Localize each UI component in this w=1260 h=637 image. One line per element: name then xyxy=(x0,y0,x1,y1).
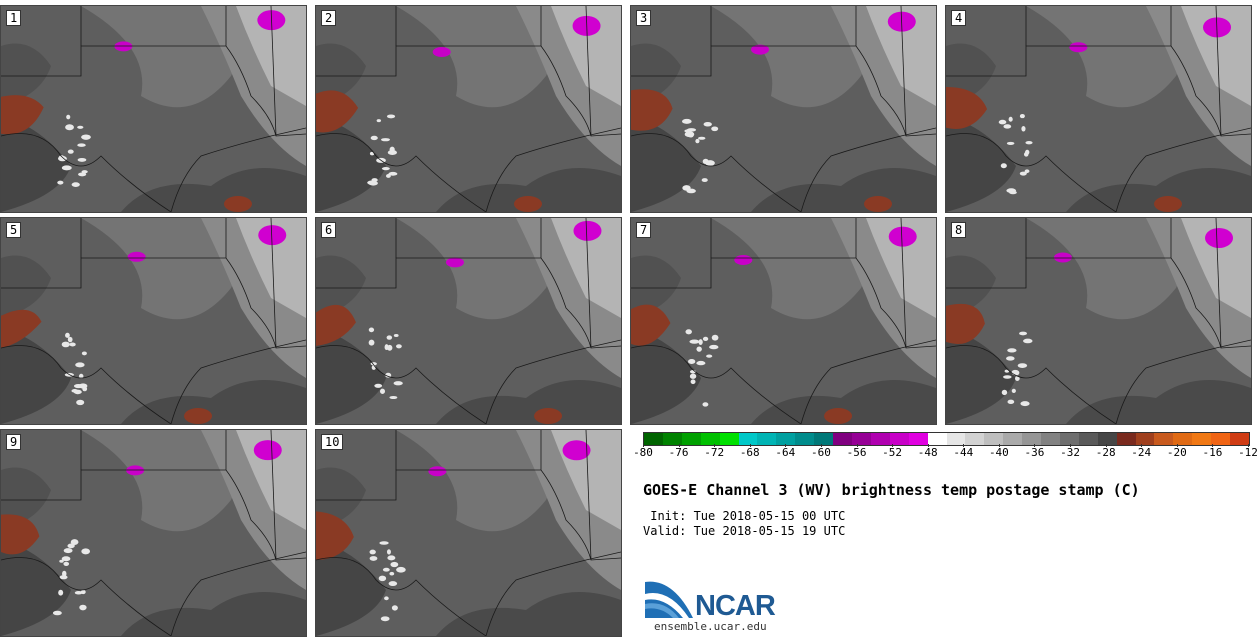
colorbar-tick-label: -12 xyxy=(1228,444,1260,459)
panel-number-label: 5 xyxy=(6,222,22,238)
colorbar-swatch xyxy=(908,433,928,445)
colorbar-swatch xyxy=(1192,433,1212,445)
panel-number-label: 2 xyxy=(321,10,337,26)
colorbar-swatch xyxy=(776,433,796,445)
colorbar-swatch xyxy=(927,433,947,445)
figure-title: GOES-E Channel 3 (WV) brightness temp po… xyxy=(643,481,1140,499)
logo-text: NCAR xyxy=(695,590,776,622)
colorbar-swatch xyxy=(644,433,663,445)
map-panel-3: 3 xyxy=(630,5,937,213)
colorbar-swatch xyxy=(984,433,1004,445)
valid-time: Valid: Tue 2018-05-15 19 UTC xyxy=(643,524,846,538)
colorbar-swatch xyxy=(1097,433,1117,445)
colorbar-tick-label: -68 xyxy=(730,444,770,459)
colorbar-tick-label: -76 xyxy=(659,444,699,459)
colorbar-tick-label: -28 xyxy=(1086,444,1126,459)
map-panel-8: 8 xyxy=(945,217,1252,425)
map-panel-5: 5 xyxy=(0,217,307,425)
colorbar-swatch xyxy=(889,433,909,445)
colorbar-swatch xyxy=(965,433,985,445)
colorbar-tick-label: -20 xyxy=(1157,444,1197,459)
ncar-logo-icon xyxy=(645,581,693,618)
colorbar-tick-label: -60 xyxy=(801,444,841,459)
map-panel-7: 7 xyxy=(630,217,937,425)
colorbar xyxy=(643,432,1250,446)
colorbar-swatch xyxy=(738,433,758,445)
colorbar-swatch xyxy=(757,433,777,445)
colorbar-swatch xyxy=(946,433,966,445)
panel-number-label: 6 xyxy=(321,222,337,238)
colorbar-swatch xyxy=(833,433,852,445)
panel-number-label: 8 xyxy=(951,222,967,238)
colorbar-swatch xyxy=(1135,433,1155,445)
colorbar-tick-label: -24 xyxy=(1121,444,1161,459)
colorbar-swatch xyxy=(795,433,815,445)
colorbar-tick-label: -16 xyxy=(1192,444,1232,459)
map-panel-6: 6 xyxy=(315,217,622,425)
colorbar-swatch xyxy=(1041,433,1060,445)
colorbar-tick-label: -56 xyxy=(837,444,877,459)
colorbar-swatch xyxy=(1022,433,1042,445)
colorbar-swatch xyxy=(814,433,834,445)
colorbar-swatch xyxy=(1173,433,1193,445)
panel-number-label: 4 xyxy=(951,10,967,26)
panel-number-label: 3 xyxy=(636,10,652,26)
colorbar-swatch xyxy=(1211,433,1231,445)
colorbar-swatch xyxy=(1154,433,1174,445)
colorbar-swatch xyxy=(700,433,720,445)
colorbar-swatch xyxy=(1116,433,1136,445)
map-panel-2: 2 xyxy=(315,5,622,213)
colorbar-swatch xyxy=(719,433,739,445)
colorbar-swatch xyxy=(1230,433,1249,445)
colorbar-swatch xyxy=(1078,433,1098,445)
colorbar-tick-label: -64 xyxy=(765,444,805,459)
colorbar-swatch xyxy=(662,433,682,445)
colorbar-tick-label: -72 xyxy=(694,444,734,459)
colorbar-swatch xyxy=(870,433,890,445)
colorbar-tick-label: -44 xyxy=(943,444,983,459)
colorbar-ticks: -80 -76 -72 -68 -64 -60 -56 -52 -48 -44 -40 -36 -32-… xyxy=(633,444,1258,466)
colorbar-tick-label: -32 xyxy=(1050,444,1090,459)
website-url: ensemble.ucar.edu xyxy=(654,620,767,633)
map-panel-10: 10 xyxy=(315,429,622,637)
map-panel-1: 1 xyxy=(0,5,307,213)
colorbar-swatch xyxy=(1003,433,1023,445)
init-time: Init: Tue 2018-05-15 00 UTC xyxy=(643,509,846,523)
colorbar-tick-label: -80 xyxy=(623,444,663,459)
colorbar-swatch xyxy=(851,433,871,445)
colorbar-tick-label: -48 xyxy=(908,444,948,459)
colorbar-swatch xyxy=(681,433,701,445)
panel-number-label: 1 xyxy=(6,10,22,26)
panel-number-label: 9 xyxy=(6,434,22,450)
panel-number-label: 10 xyxy=(321,434,344,450)
colorbar-tick-label: -36 xyxy=(1014,444,1054,459)
colorbar-swatch xyxy=(1059,433,1079,445)
colorbar-tick-label: -52 xyxy=(872,444,912,459)
panel-number-label: 7 xyxy=(636,222,652,238)
colorbar-tick-label: -40 xyxy=(979,444,1019,459)
map-panel-4: 4 xyxy=(945,5,1252,213)
map-panel-9: 9 xyxy=(0,429,307,637)
